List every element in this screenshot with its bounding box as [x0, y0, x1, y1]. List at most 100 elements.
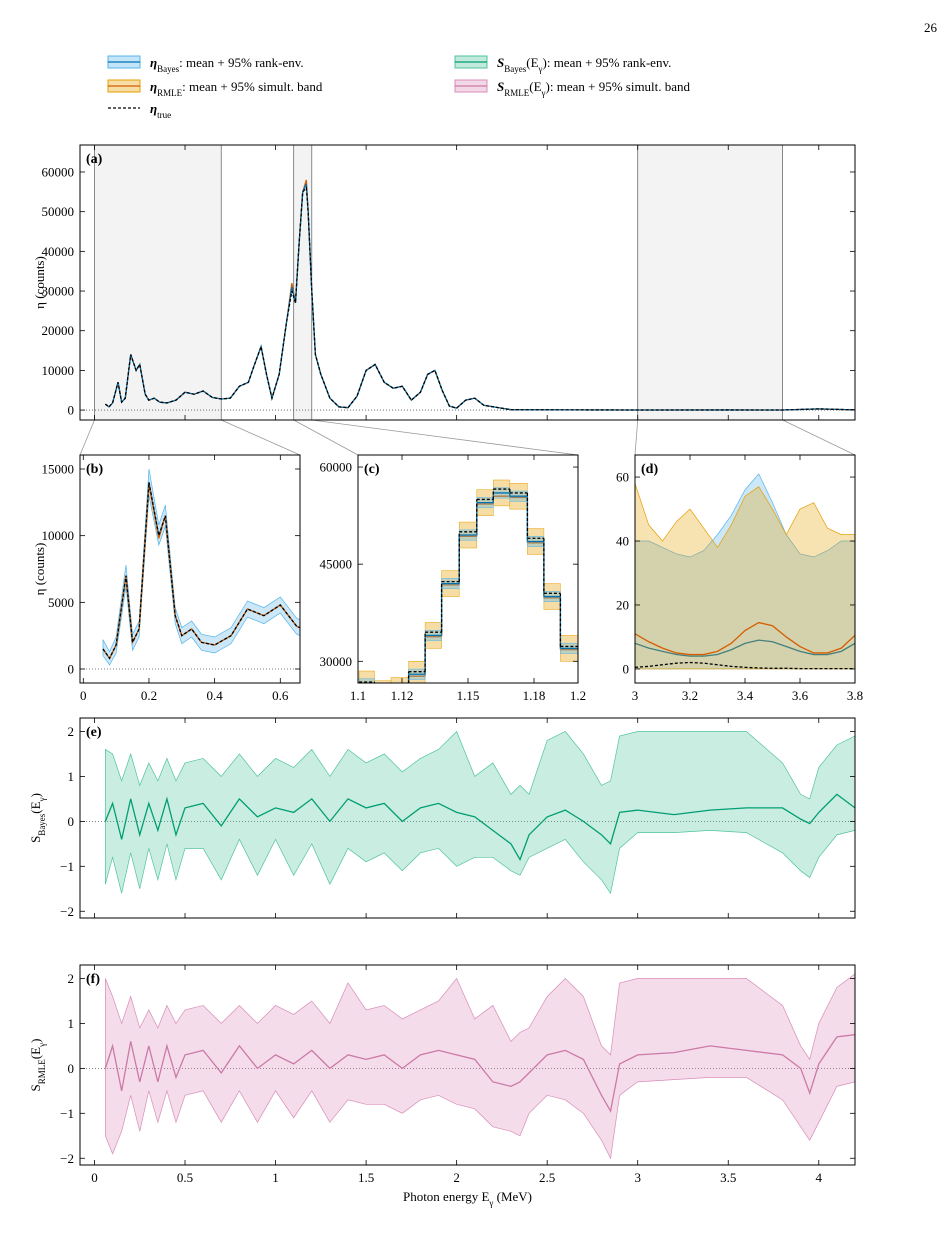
- band-bin: [374, 680, 392, 683]
- y-tick-label: 0: [68, 662, 75, 677]
- panel-label: (c): [364, 462, 380, 477]
- band-bin: [375, 689, 392, 699]
- subscript: RMLE: [504, 88, 530, 98]
- confidence-band: [102, 468, 300, 666]
- label-part: η: [150, 55, 157, 70]
- panel-label: (e): [86, 725, 102, 740]
- label-part: (E: [28, 801, 43, 813]
- subscript: Bayes: [157, 64, 179, 74]
- y-tick-label: 40000: [42, 244, 75, 259]
- label-text: Photon energy Eγ (MeV): [403, 1189, 532, 1208]
- panel-label: (a): [86, 152, 103, 167]
- x-tick-label: 3.6: [792, 688, 809, 703]
- zoom-region: [637, 145, 783, 420]
- x-tick-label: 1.15: [457, 688, 480, 703]
- label-part: (E: [28, 1047, 43, 1059]
- y-tick-label: 45000: [320, 557, 353, 572]
- plot-frame: [357, 454, 579, 684]
- y-tick-label: 10000: [42, 528, 75, 543]
- y-tick-label: 1: [68, 1016, 75, 1031]
- label-text: ηRMLE: mean + 95% simult. band: [150, 79, 323, 98]
- y-tick-label: 0: [68, 403, 75, 418]
- legend-entry: [454, 79, 488, 93]
- subscript: γ: [541, 88, 546, 98]
- subscript: Bayes: [37, 813, 47, 835]
- panel: [635, 473, 855, 670]
- label-part: (E: [526, 55, 538, 70]
- label-part: ): mean + 95% rank-env.: [543, 55, 672, 70]
- panel-label: (f): [86, 972, 100, 987]
- plot-frame: [79, 717, 856, 919]
- y-tick-label: 60000: [42, 164, 75, 179]
- panel: [80, 973, 855, 1160]
- y-tick-label: 0: [68, 1061, 75, 1076]
- legend-entry: [107, 55, 141, 69]
- band-bin: [390, 677, 409, 683]
- x-tick-label: 0.4: [207, 688, 224, 703]
- x-tick-label: 3.5: [720, 1170, 736, 1185]
- zoom-connector: [782, 419, 856, 456]
- zoom-connector: [293, 419, 359, 456]
- y-tick-label: 15000: [42, 462, 75, 477]
- label-part: ): mean + 95% simult. band: [546, 79, 691, 94]
- y-tick-label: 0: [68, 814, 75, 829]
- subscript: γ: [37, 1043, 47, 1048]
- label-text: ηBayes: mean + 95% rank-env.: [150, 55, 304, 74]
- x-tick-label: 1.5: [358, 1170, 374, 1185]
- y-tick-label: −1: [60, 1106, 74, 1121]
- label-part: (E: [529, 79, 541, 94]
- x-tick-label: 1.2: [570, 688, 586, 703]
- mean-line: [104, 793, 855, 862]
- zoom-connector: [79, 419, 95, 456]
- y-tick-label: 60000: [320, 460, 353, 475]
- plot-frame: [79, 454, 301, 684]
- label-part: η: [150, 101, 157, 116]
- label-part: S: [497, 55, 504, 70]
- y-tick-label: 50000: [42, 204, 75, 219]
- label-text: η (counts): [32, 256, 47, 309]
- y-tick-label: 40: [616, 534, 629, 549]
- label-part: : mean + 95% simult. band: [182, 79, 323, 94]
- mean-line: [635, 639, 855, 657]
- x-tick-label: 0: [91, 1170, 98, 1185]
- x-tick-label: 0.6: [272, 688, 289, 703]
- y-tick-label: 20000: [42, 323, 75, 338]
- label-text: SBayes(Eγ): [28, 793, 47, 843]
- zoom-region: [94, 145, 222, 420]
- mean-line: [102, 482, 300, 660]
- y-tick-label: 30000: [42, 284, 75, 299]
- x-tick-label: 1.1: [350, 688, 366, 703]
- y-tick-label: 30000: [320, 654, 353, 669]
- x-tick-label: 0: [80, 688, 87, 703]
- subscript: Bayes: [504, 64, 526, 74]
- label-text: ηtrue: [150, 101, 171, 120]
- y-tick-label: −2: [60, 904, 74, 919]
- zoom-connector: [221, 419, 301, 456]
- y-tick-label: 2: [68, 724, 75, 739]
- mean-line: [104, 1034, 855, 1113]
- label-part: Photon energy E: [403, 1189, 489, 1204]
- x-tick-label: 2.5: [539, 1170, 555, 1185]
- page-number: 26: [924, 20, 938, 35]
- confidence-band: [635, 483, 855, 670]
- zoom-connector: [634, 419, 639, 456]
- label-part: S: [28, 836, 43, 843]
- subscript: γ: [538, 64, 543, 74]
- x-tick-label: 3: [634, 1170, 641, 1185]
- label-part: η (counts): [32, 543, 47, 596]
- label-part: S: [497, 79, 504, 94]
- y-tick-label: 5000: [48, 595, 74, 610]
- subscript: RMLE: [37, 1059, 47, 1085]
- x-tick-label: 0.2: [141, 688, 157, 703]
- plot-frame: [79, 144, 856, 421]
- confidence-band: [105, 730, 855, 895]
- label-part: ): [28, 1039, 43, 1043]
- legend-entry: [107, 79, 141, 93]
- y-tick-label: 10000: [42, 363, 75, 378]
- panel-label: (d): [641, 462, 658, 477]
- label-text: SRMLE(Eγ): mean + 95% simult. band: [497, 79, 691, 98]
- y-tick-label: 60: [616, 470, 629, 485]
- subscript: γ: [488, 1198, 493, 1208]
- label-part: S: [28, 1084, 43, 1091]
